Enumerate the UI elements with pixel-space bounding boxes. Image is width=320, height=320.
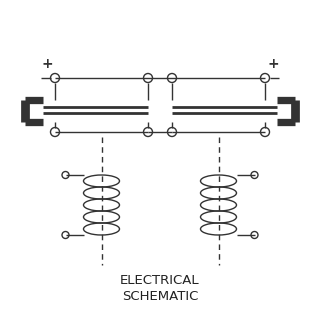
Text: ELECTRICAL: ELECTRICAL — [120, 274, 200, 286]
Text: +: + — [267, 57, 279, 71]
Text: SCHEMATIC: SCHEMATIC — [122, 290, 198, 302]
Text: +: + — [41, 57, 53, 71]
